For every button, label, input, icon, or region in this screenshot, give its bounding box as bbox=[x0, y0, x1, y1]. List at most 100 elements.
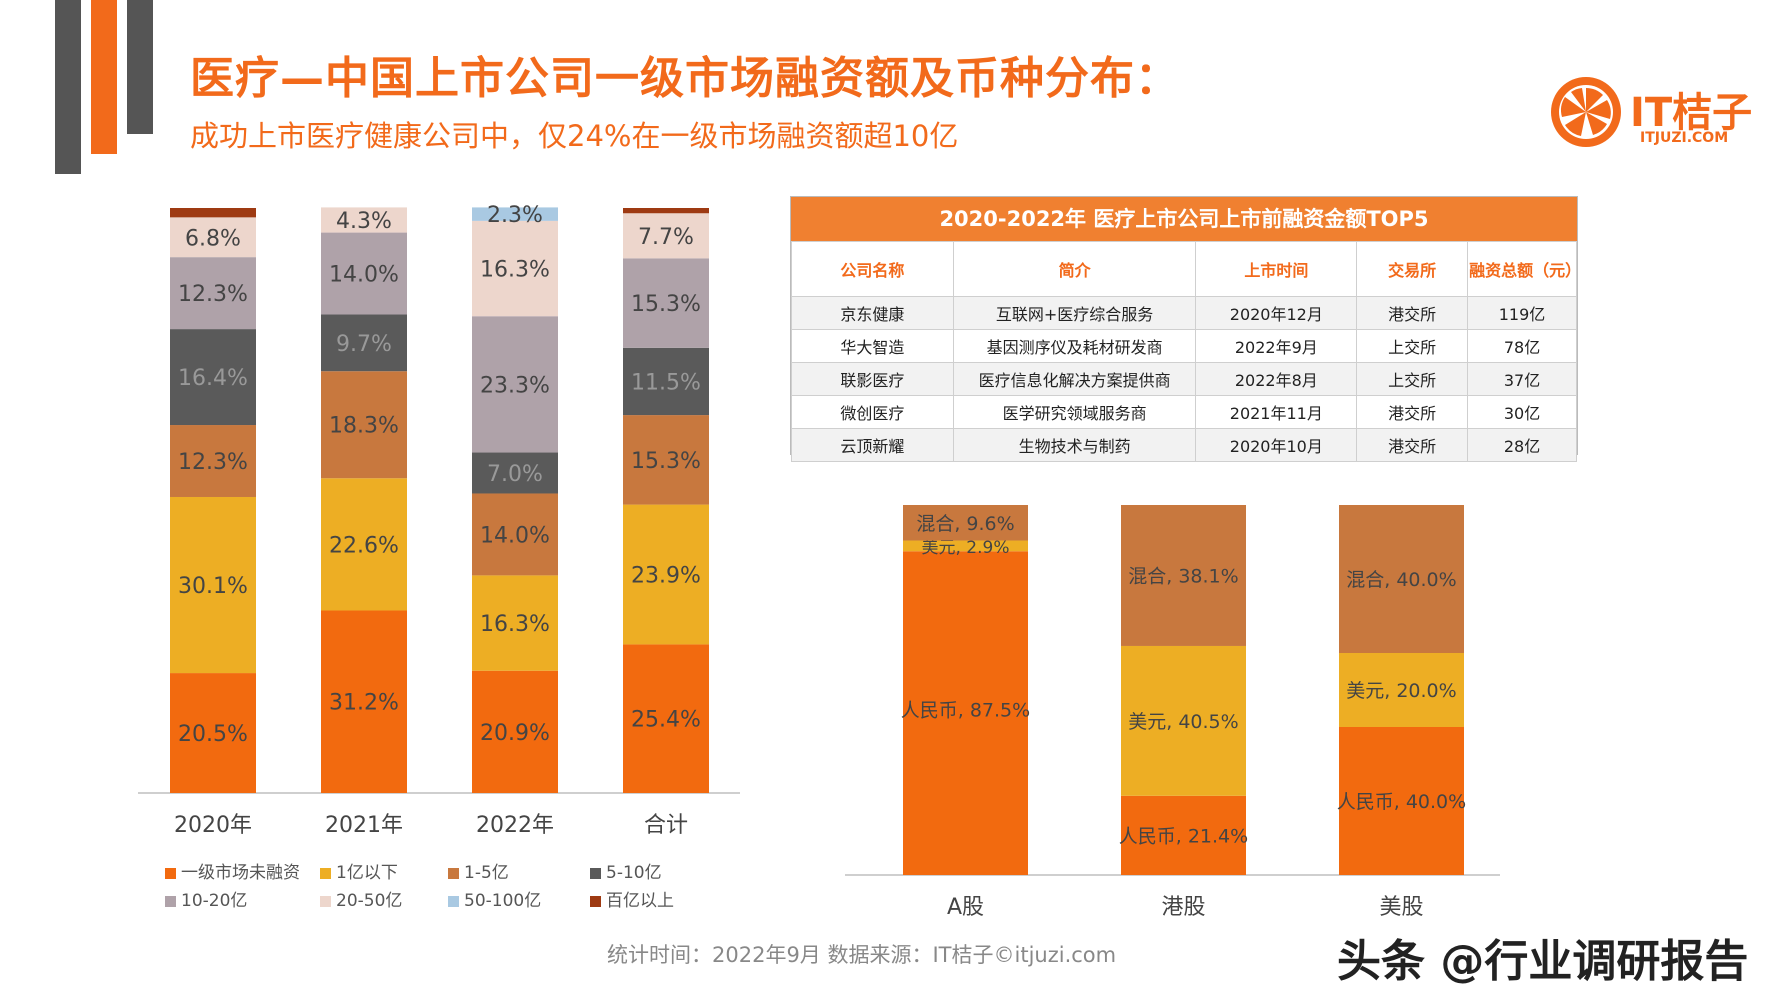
bar-segment bbox=[321, 232, 407, 315]
bar-segment bbox=[903, 540, 1028, 552]
legend-label: 5-10亿 bbox=[606, 863, 662, 883]
legend-label: 1-5亿 bbox=[464, 863, 509, 883]
category-label: 2022年 bbox=[476, 813, 554, 838]
data-label: 16.4% bbox=[178, 366, 248, 391]
data-label: 23.3% bbox=[480, 373, 550, 398]
category-label: A股 bbox=[947, 895, 984, 920]
data-label: 30.1% bbox=[178, 574, 248, 599]
legend-label: 20-50亿 bbox=[336, 891, 403, 911]
data-label: 6.8% bbox=[185, 226, 241, 251]
legend-item: 1亿以下 bbox=[320, 858, 398, 883]
table-cell: 78亿 bbox=[1467, 329, 1577, 363]
table-header-cell: 公司名称 bbox=[791, 241, 954, 297]
bar-segment bbox=[903, 505, 1028, 541]
table-cell: 2020年10月 bbox=[1195, 428, 1358, 462]
legend-item: 一级市场未融资 bbox=[165, 858, 300, 883]
bar-segment bbox=[1121, 645, 1246, 796]
bar-segment bbox=[623, 347, 709, 416]
table-header-cell: 简介 bbox=[952, 241, 1197, 297]
decor-bar-gray-1 bbox=[55, 0, 81, 174]
table-cell: 港交所 bbox=[1356, 296, 1469, 330]
bar-segment bbox=[170, 208, 256, 218]
table-cell: 互联网+医疗综合服务 bbox=[952, 296, 1197, 330]
data-label: 混合, 38.1% bbox=[1128, 565, 1238, 587]
legend-item: 20-50亿 bbox=[320, 886, 402, 911]
table-row: 云顶新耀 生物技术与制药 2020年10月 港交所 28亿 bbox=[791, 428, 1577, 462]
decor-bar-gray-2 bbox=[127, 0, 153, 134]
table-cell: 2022年9月 bbox=[1195, 329, 1358, 363]
data-label: 22.6% bbox=[329, 533, 399, 558]
data-label: 25.4% bbox=[631, 708, 701, 733]
table-header-cell: 上市时间 bbox=[1195, 241, 1358, 297]
bar-segment bbox=[321, 610, 407, 793]
legend-item: 50-100亿 bbox=[448, 886, 541, 911]
bar-segment bbox=[472, 207, 558, 221]
category-label: 2021年 bbox=[325, 813, 403, 838]
bar-segment bbox=[170, 329, 256, 426]
bar-segment bbox=[170, 673, 256, 793]
bar-segment bbox=[472, 220, 558, 317]
bar-segment bbox=[623, 504, 709, 645]
bar-segment bbox=[170, 217, 256, 258]
top5-table-grid: 公司名称 简介 上市时间 交易所 融资总额（元） 京东健康 互联网+医疗综合服务… bbox=[791, 241, 1581, 462]
data-label: 7.0% bbox=[487, 462, 543, 487]
table-cell: 生物技术与制药 bbox=[952, 428, 1197, 462]
bar-segment bbox=[1121, 505, 1246, 646]
data-label: 美元, 40.5% bbox=[1128, 711, 1238, 733]
data-label: 16.3% bbox=[480, 612, 550, 637]
bar-segment bbox=[903, 551, 1028, 875]
orange-slice-icon bbox=[1551, 77, 1621, 147]
bar-segment bbox=[1339, 653, 1464, 727]
bar-segment bbox=[321, 314, 407, 372]
data-label: 4.3% bbox=[336, 209, 392, 234]
data-label: 14.0% bbox=[329, 263, 399, 288]
table-cell: 云顶新耀 bbox=[791, 428, 954, 462]
data-label: 人民币, 40.0% bbox=[1337, 791, 1466, 813]
bar-segment bbox=[623, 213, 709, 259]
table-row: 微创医疗 医学研究领域服务商 2021年11月 港交所 30亿 bbox=[791, 395, 1577, 429]
legend-label: 1亿以下 bbox=[336, 863, 398, 883]
data-label: 11.5% bbox=[631, 370, 701, 395]
bar-segment bbox=[170, 425, 256, 497]
bar-segment bbox=[170, 496, 256, 674]
bar-segment bbox=[623, 415, 709, 505]
table-cell: 上交所 bbox=[1356, 329, 1469, 363]
data-label: 23.9% bbox=[631, 564, 701, 589]
bar-segment bbox=[472, 452, 558, 494]
data-label: 人民币, 87.5% bbox=[901, 699, 1030, 721]
bar-segment bbox=[472, 575, 558, 671]
table-row: 京东健康 互联网+医疗综合服务 2020年12月 港交所 119亿 bbox=[791, 296, 1577, 330]
bar-segment bbox=[1339, 727, 1464, 875]
bar-segment bbox=[1121, 795, 1246, 875]
table-cell: 2022年8月 bbox=[1195, 362, 1358, 396]
data-label: 20.9% bbox=[480, 721, 550, 746]
legend-swatch bbox=[590, 895, 601, 907]
table-cell: 港交所 bbox=[1356, 395, 1469, 429]
table-cell: 基因测序仪及耗材研发商 bbox=[952, 329, 1197, 363]
bar-segment bbox=[472, 493, 558, 576]
table-cell: 119亿 bbox=[1467, 296, 1577, 330]
table-cell: 30亿 bbox=[1467, 395, 1577, 429]
bar-segment bbox=[321, 207, 407, 233]
footer-source: 统计时间：2022年9月 数据来源：IT桔子©itjuzi.com bbox=[607, 943, 1117, 967]
table-cell: 37亿 bbox=[1467, 362, 1577, 396]
table-row: 联影医疗 医疗信息化解决方案提供商 2022年8月 上交所 37亿 bbox=[791, 362, 1577, 396]
table-cell: 医学研究领域服务商 bbox=[952, 395, 1197, 429]
legend-item: 百亿以上 bbox=[590, 886, 674, 911]
logo-name: IT桔子 bbox=[1630, 90, 1753, 136]
data-label: 7.7% bbox=[638, 225, 694, 250]
legend-item: 1-5亿 bbox=[448, 858, 509, 883]
bar-segment bbox=[321, 478, 407, 611]
data-label: 12.3% bbox=[178, 450, 248, 475]
currency-stacked-bar-chart: 人民币, 87.5% 美元, 2.9% 混合, 9.6% A股 人民币, 21.4% 美元… bbox=[845, 505, 1500, 920]
page-subtitle: 成功上市医疗健康公司中，仅24%在一级市场融资额超10亿 bbox=[190, 119, 959, 153]
data-label: 18.3% bbox=[329, 414, 399, 439]
table-row: 华大智造 基因测序仪及耗材研发商 2022年9月 上交所 78亿 bbox=[791, 329, 1577, 363]
bar-segment bbox=[623, 644, 709, 793]
legend-label: 10-20亿 bbox=[181, 891, 248, 911]
data-label: 14.0% bbox=[480, 523, 550, 548]
legend-swatch bbox=[448, 895, 459, 907]
data-label: 15.3% bbox=[631, 292, 701, 317]
table-cell: 2020年12月 bbox=[1195, 296, 1358, 330]
legend-item: 5-10亿 bbox=[590, 858, 662, 883]
